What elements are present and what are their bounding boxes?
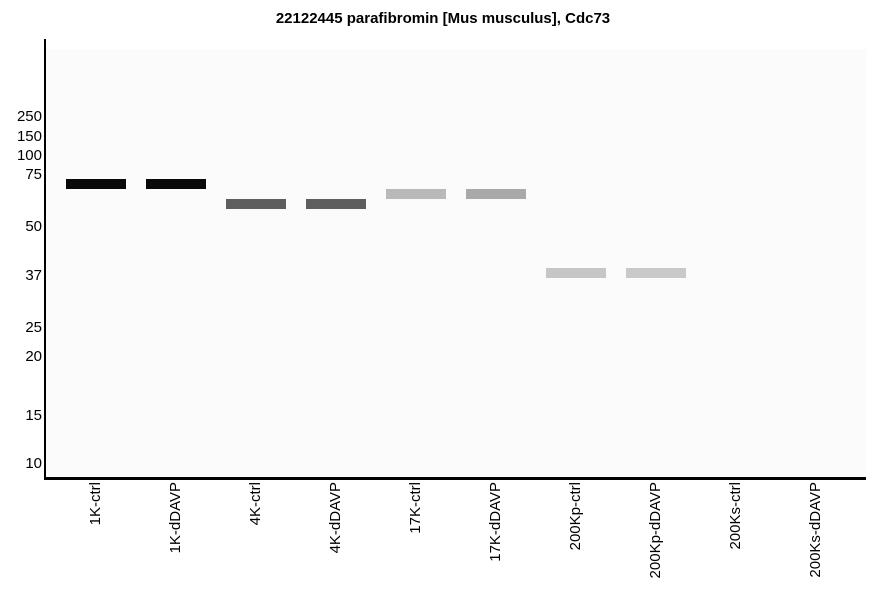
y-tick-label-150: 150 (16, 128, 42, 145)
y-tick-label-75: 75 (25, 166, 42, 183)
chart-title: 22122445 parafibromin [Mus musculus], Cd… (275, 10, 611, 27)
y-tick-label-20: 20 (25, 348, 42, 365)
y-tick-label-250: 250 (16, 108, 42, 125)
lane-label-200Ks-ctrl: 200Ks-ctrl (727, 482, 744, 550)
y-axis-line (44, 39, 46, 480)
lane-label-4K-ctrl: 4K-ctrl (247, 482, 264, 526)
lane-label-17K-dDAVP: 17K-dDAVP (487, 482, 504, 562)
y-tick-label-100: 100 (16, 147, 42, 164)
lane-label-200Ks-dDAVP: 200Ks-dDAVP (807, 482, 824, 578)
lane-label-17K-ctrl: 17K-ctrl (407, 482, 424, 534)
lane-label-4K-dDAVP: 4K-dDAVP (327, 482, 344, 554)
y-tick-label-25: 25 (25, 319, 42, 336)
lane-label-1K-ctrl: 1K-ctrl (87, 482, 104, 526)
plot-background (46, 49, 866, 478)
y-tick-label-50: 50 (25, 218, 42, 235)
y-tick-label-37: 37 (25, 267, 42, 284)
lane-label-1K-dDAVP: 1K-dDAVP (167, 482, 184, 554)
lane-label-200Kp-dDAVP: 200Kp-dDAVP (647, 482, 664, 579)
y-tick-label-15: 15 (25, 407, 42, 424)
lane-label-200Kp-ctrl: 200Kp-ctrl (567, 482, 584, 551)
y-tick-label-10: 10 (25, 455, 42, 472)
x-axis-line (44, 477, 866, 480)
